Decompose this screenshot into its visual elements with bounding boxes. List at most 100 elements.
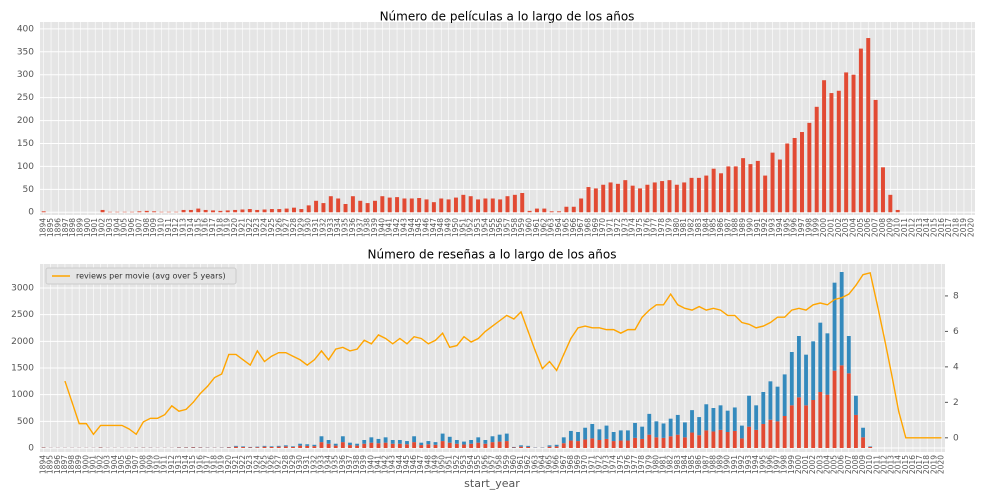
x-tick-label: 1932 [309,455,318,474]
bar [534,208,539,213]
x-tick-label: 1977 [630,455,639,474]
x-tick-label: 1989 [738,218,747,237]
x-tick-label: 1944 [407,218,416,237]
x-tick-label: 1948 [423,455,432,474]
x-tick-label: 1981 [659,455,668,474]
x-tick-label: 1957 [503,218,512,237]
bar [754,429,759,448]
x-tick-label: 1904 [110,455,119,474]
x-tick-label: 1947 [416,455,425,474]
bar [269,209,274,213]
x-tick-label: 2015 [930,218,939,237]
bar [191,447,196,448]
bar [832,282,837,371]
x-tick-label: 1966 [552,455,561,474]
x-tick-label: 1983 [694,218,703,237]
bar [319,436,324,443]
bar [255,209,260,213]
bar [718,405,723,430]
x-tick-label: 2016 [908,455,917,474]
x-tick-label: 1896 [53,455,62,474]
bar [255,446,260,448]
y-tick-label: 1500 [11,364,34,374]
bar [152,211,157,213]
x-tick-label: 1913 [174,455,183,474]
bar [248,447,253,448]
bar [789,352,794,406]
x-tick-label: 1953 [473,218,482,237]
bar [697,417,702,436]
x-tick-label: 1907 [134,218,143,237]
x-tick-label: 1939 [370,218,379,237]
x-tick-label: 1935 [331,455,340,474]
bar [519,445,523,447]
x-tick-label: 1960 [525,218,534,237]
x-tick-label: 1951 [458,218,467,237]
bar [440,441,445,448]
x-tick-label: 1950 [451,218,460,237]
bar [262,209,267,213]
x-tick-label: 1927 [282,218,291,237]
bar [380,196,385,213]
x-tick-label: 1900 [81,455,90,474]
bar [800,132,804,213]
bar [561,437,566,444]
bar [41,211,46,213]
bar [314,200,319,213]
x-tick-label: 1897 [61,218,70,237]
bar [439,198,444,213]
x-tick-label: 1917 [202,455,211,474]
bar [851,74,856,213]
bar [395,197,400,213]
y-tick-label: 2500 [11,310,34,320]
x-tick-label: 2018 [952,218,961,237]
bar [682,437,687,448]
x-tick-label: 2004 [849,218,858,237]
bar [269,446,274,448]
y-tick-label: 500 [17,417,34,427]
bar [711,168,716,213]
bar [412,442,417,448]
bar [269,446,274,447]
x-tick-label: 1965 [545,455,554,474]
bar [818,322,823,392]
x-tick-label: 1985 [687,455,696,474]
bar [839,365,844,448]
bar [868,446,873,447]
x-tick-label: 2019 [959,218,968,237]
x-tick-label: 1930 [295,455,304,474]
bar [255,447,260,448]
bar [690,432,694,448]
x-tick-label: 1918 [210,455,219,474]
bar [880,167,885,213]
x-tick-label: 1959 [502,455,511,474]
bar [462,441,466,445]
x-tick-label: 1934 [333,218,342,237]
bar [299,209,304,213]
bar [825,333,830,395]
bar [358,200,363,213]
bar [561,443,566,448]
x-tick-label: 2003 [815,455,824,474]
x-tick-label: 1919 [223,218,232,237]
bar [476,442,481,448]
x-tick-label: 1993 [744,455,753,474]
bar [755,160,760,213]
bar [814,106,819,213]
x-tick-label: 2015 [901,455,910,474]
bar [611,441,616,448]
bar [144,210,149,213]
x-tick-label: 1947 [429,218,438,237]
bar [469,443,474,448]
x-tick-label: 1984 [701,218,710,237]
x-tick-label: 1982 [687,218,696,237]
x-tick-label: 1963 [530,455,539,474]
x-tick-label: 1899 [74,455,83,474]
bar [711,408,716,432]
x-tick-label: 1936 [338,455,347,474]
x-tick-label: 1994 [751,455,760,474]
x-tick-label: 1936 [348,218,357,237]
x-tick-label: 1902 [98,218,107,237]
x-tick-label: 1978 [637,455,646,474]
x-tick-label: 2017 [915,455,924,474]
